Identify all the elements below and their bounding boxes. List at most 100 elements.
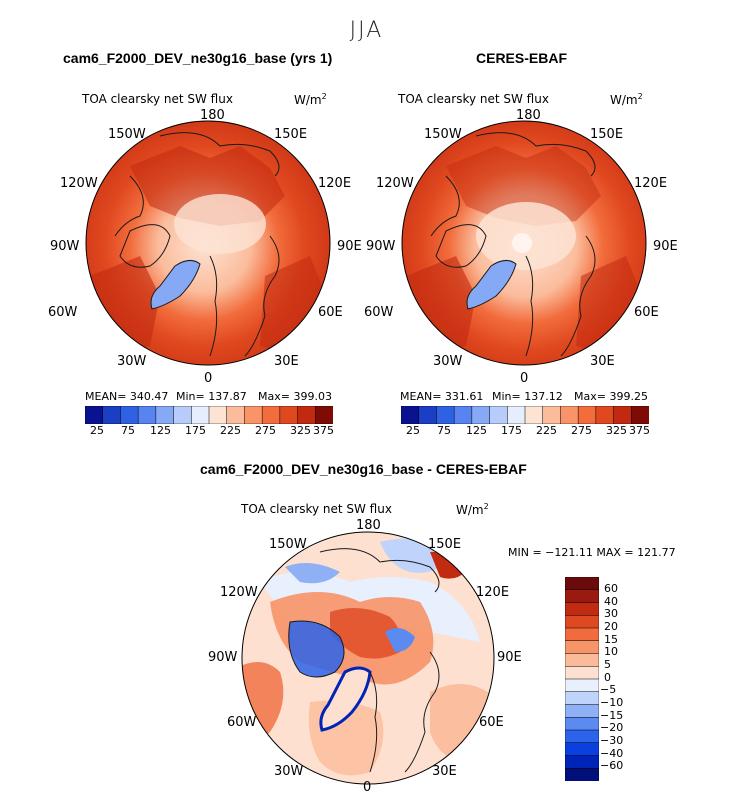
diff-lon-150e: 150E: [428, 537, 462, 552]
colorbar-swatch: [613, 406, 632, 424]
model-colorbar: [85, 406, 333, 424]
colorbar-swatch: [489, 406, 508, 424]
diff-minmax: MIN = −121.11 MAX = 121.77: [508, 546, 676, 559]
diff-lon-0: 0: [363, 780, 372, 795]
diff-units-label: W/m2: [456, 502, 489, 517]
obs-lon-60e: 60E: [634, 305, 659, 320]
obs-cb-label: 75: [437, 424, 451, 437]
model-variable-label: TOA clearsky net SW flux: [82, 92, 233, 106]
colorbar-swatch: [102, 406, 121, 424]
obs-panel-title: CERES-EBAF: [476, 50, 568, 66]
diff-lon-120w: 120W: [220, 585, 258, 600]
diff-cb-label: −30: [600, 734, 624, 747]
colorbar-swatch: [565, 577, 599, 591]
obs-cb-label: 175: [501, 424, 522, 437]
diff-colorbar: [565, 577, 599, 781]
model-lon-150w: 150W: [108, 127, 146, 142]
model-lon-180: 180: [200, 108, 225, 123]
model-lon-90w: 90W: [50, 239, 80, 254]
diff-cb-label: −20: [600, 721, 624, 734]
colorbar-swatch: [244, 406, 263, 424]
model-max: Max= 399.03: [258, 390, 332, 403]
obs-lon-90e: 90E: [653, 239, 678, 254]
colorbar-swatch: [565, 678, 599, 693]
obs-lon-30e: 30E: [590, 354, 615, 369]
colorbar-swatch: [565, 640, 599, 655]
obs-lon-150w: 150W: [424, 127, 462, 142]
obs-cb-label: 325: [606, 424, 627, 437]
colorbar-swatch: [565, 768, 599, 781]
diff-cb-label: 40: [604, 595, 618, 608]
colorbar-swatch: [191, 406, 210, 424]
colorbar-swatch: [565, 627, 599, 642]
model-lon-120w: 120W: [60, 176, 98, 191]
diff-cb-label: 0: [604, 671, 611, 684]
diff-lon-120e: 120E: [476, 585, 510, 600]
diff-cb-label: 10: [604, 645, 618, 658]
colorbar-swatch: [208, 406, 228, 424]
colorbar-swatch: [565, 729, 599, 744]
diff-cb-label: −60: [600, 759, 624, 772]
obs-units-label: W/m2: [610, 92, 643, 107]
model-cb-label: 325: [290, 424, 311, 437]
obs-cb-label: 225: [536, 424, 557, 437]
colorbar-swatch: [453, 406, 473, 424]
model-lon-60e: 60E: [318, 305, 343, 320]
model-lon-120e: 120E: [318, 176, 352, 191]
model-cb-label: 75: [121, 424, 135, 437]
diff-lon-60e: 60E: [479, 715, 504, 730]
obs-lon-150e: 150E: [590, 127, 624, 142]
obs-lon-120w: 120W: [376, 176, 414, 191]
obs-lon-90w: 90W: [366, 239, 396, 254]
diff-lon-90e: 90E: [497, 650, 522, 665]
obs-cb-label: 125: [466, 424, 487, 437]
model-units-label: W/m2: [294, 92, 327, 107]
diff-cb-label: 30: [604, 607, 618, 620]
diff-cb-label: −10: [600, 696, 624, 709]
colorbar-swatch: [418, 406, 437, 424]
diff-colorbar-labels: 60 40 30 20 15 10 5 0 −5 −10 −15 −20 −30…: [600, 577, 640, 781]
colorbar-swatch: [297, 406, 316, 424]
model-cb-label: 275: [255, 424, 276, 437]
model-panel-title: cam6_F2000_DEV_ne30g16_base (yrs 1): [63, 50, 333, 66]
obs-cb-label: 25: [406, 424, 420, 437]
colorbar-swatch: [315, 406, 333, 424]
obs-lon-60w: 60W: [364, 305, 394, 320]
diff-lon-150w: 150W: [269, 537, 307, 552]
colorbar-swatch: [565, 615, 599, 629]
colorbar-swatch: [85, 406, 104, 424]
diff-cb-label: 60: [604, 582, 618, 595]
colorbar-swatch: [524, 406, 544, 424]
diff-variable-label: TOA clearsky net SW flux: [241, 502, 392, 516]
diff-lon-60w: 60W: [227, 715, 257, 730]
diff-lon-90w: 90W: [208, 650, 238, 665]
diff-lon-30w: 30W: [274, 764, 304, 779]
diff-cb-label: 15: [604, 633, 618, 646]
colorbar-swatch: [577, 406, 597, 424]
colorbar-swatch: [595, 406, 615, 424]
model-min: Min= 137.87: [176, 390, 247, 403]
colorbar-swatch: [155, 406, 175, 424]
obs-max: Max= 399.25: [574, 390, 648, 403]
colorbar-swatch: [120, 406, 139, 424]
season-title: JJA: [349, 18, 384, 43]
obs-lon-30w: 30W: [433, 354, 463, 369]
model-cb-label: 125: [150, 424, 171, 437]
diff-cb-label: 20: [604, 620, 618, 633]
colorbar-swatch: [560, 406, 579, 424]
colorbar-swatch: [507, 406, 526, 424]
colorbar-swatch: [565, 755, 599, 769]
diff-lon-30e: 30E: [432, 764, 457, 779]
colorbar-swatch: [565, 704, 599, 718]
diff-cb-label: −40: [600, 747, 624, 760]
model-lon-90e: 90E: [337, 239, 362, 254]
model-lon-30e: 30E: [274, 354, 299, 369]
colorbar-swatch: [565, 589, 599, 604]
model-lon-60w: 60W: [48, 305, 78, 320]
diff-cb-label: −5: [600, 683, 617, 696]
obs-min: Min= 137.12: [492, 390, 563, 403]
obs-map: [401, 120, 647, 366]
obs-variable-label: TOA clearsky net SW flux: [398, 92, 549, 106]
diff-panel-title: cam6_F2000_DEV_ne30g16_base - CERES-EBAF: [200, 461, 527, 477]
colorbar-swatch: [565, 653, 599, 667]
